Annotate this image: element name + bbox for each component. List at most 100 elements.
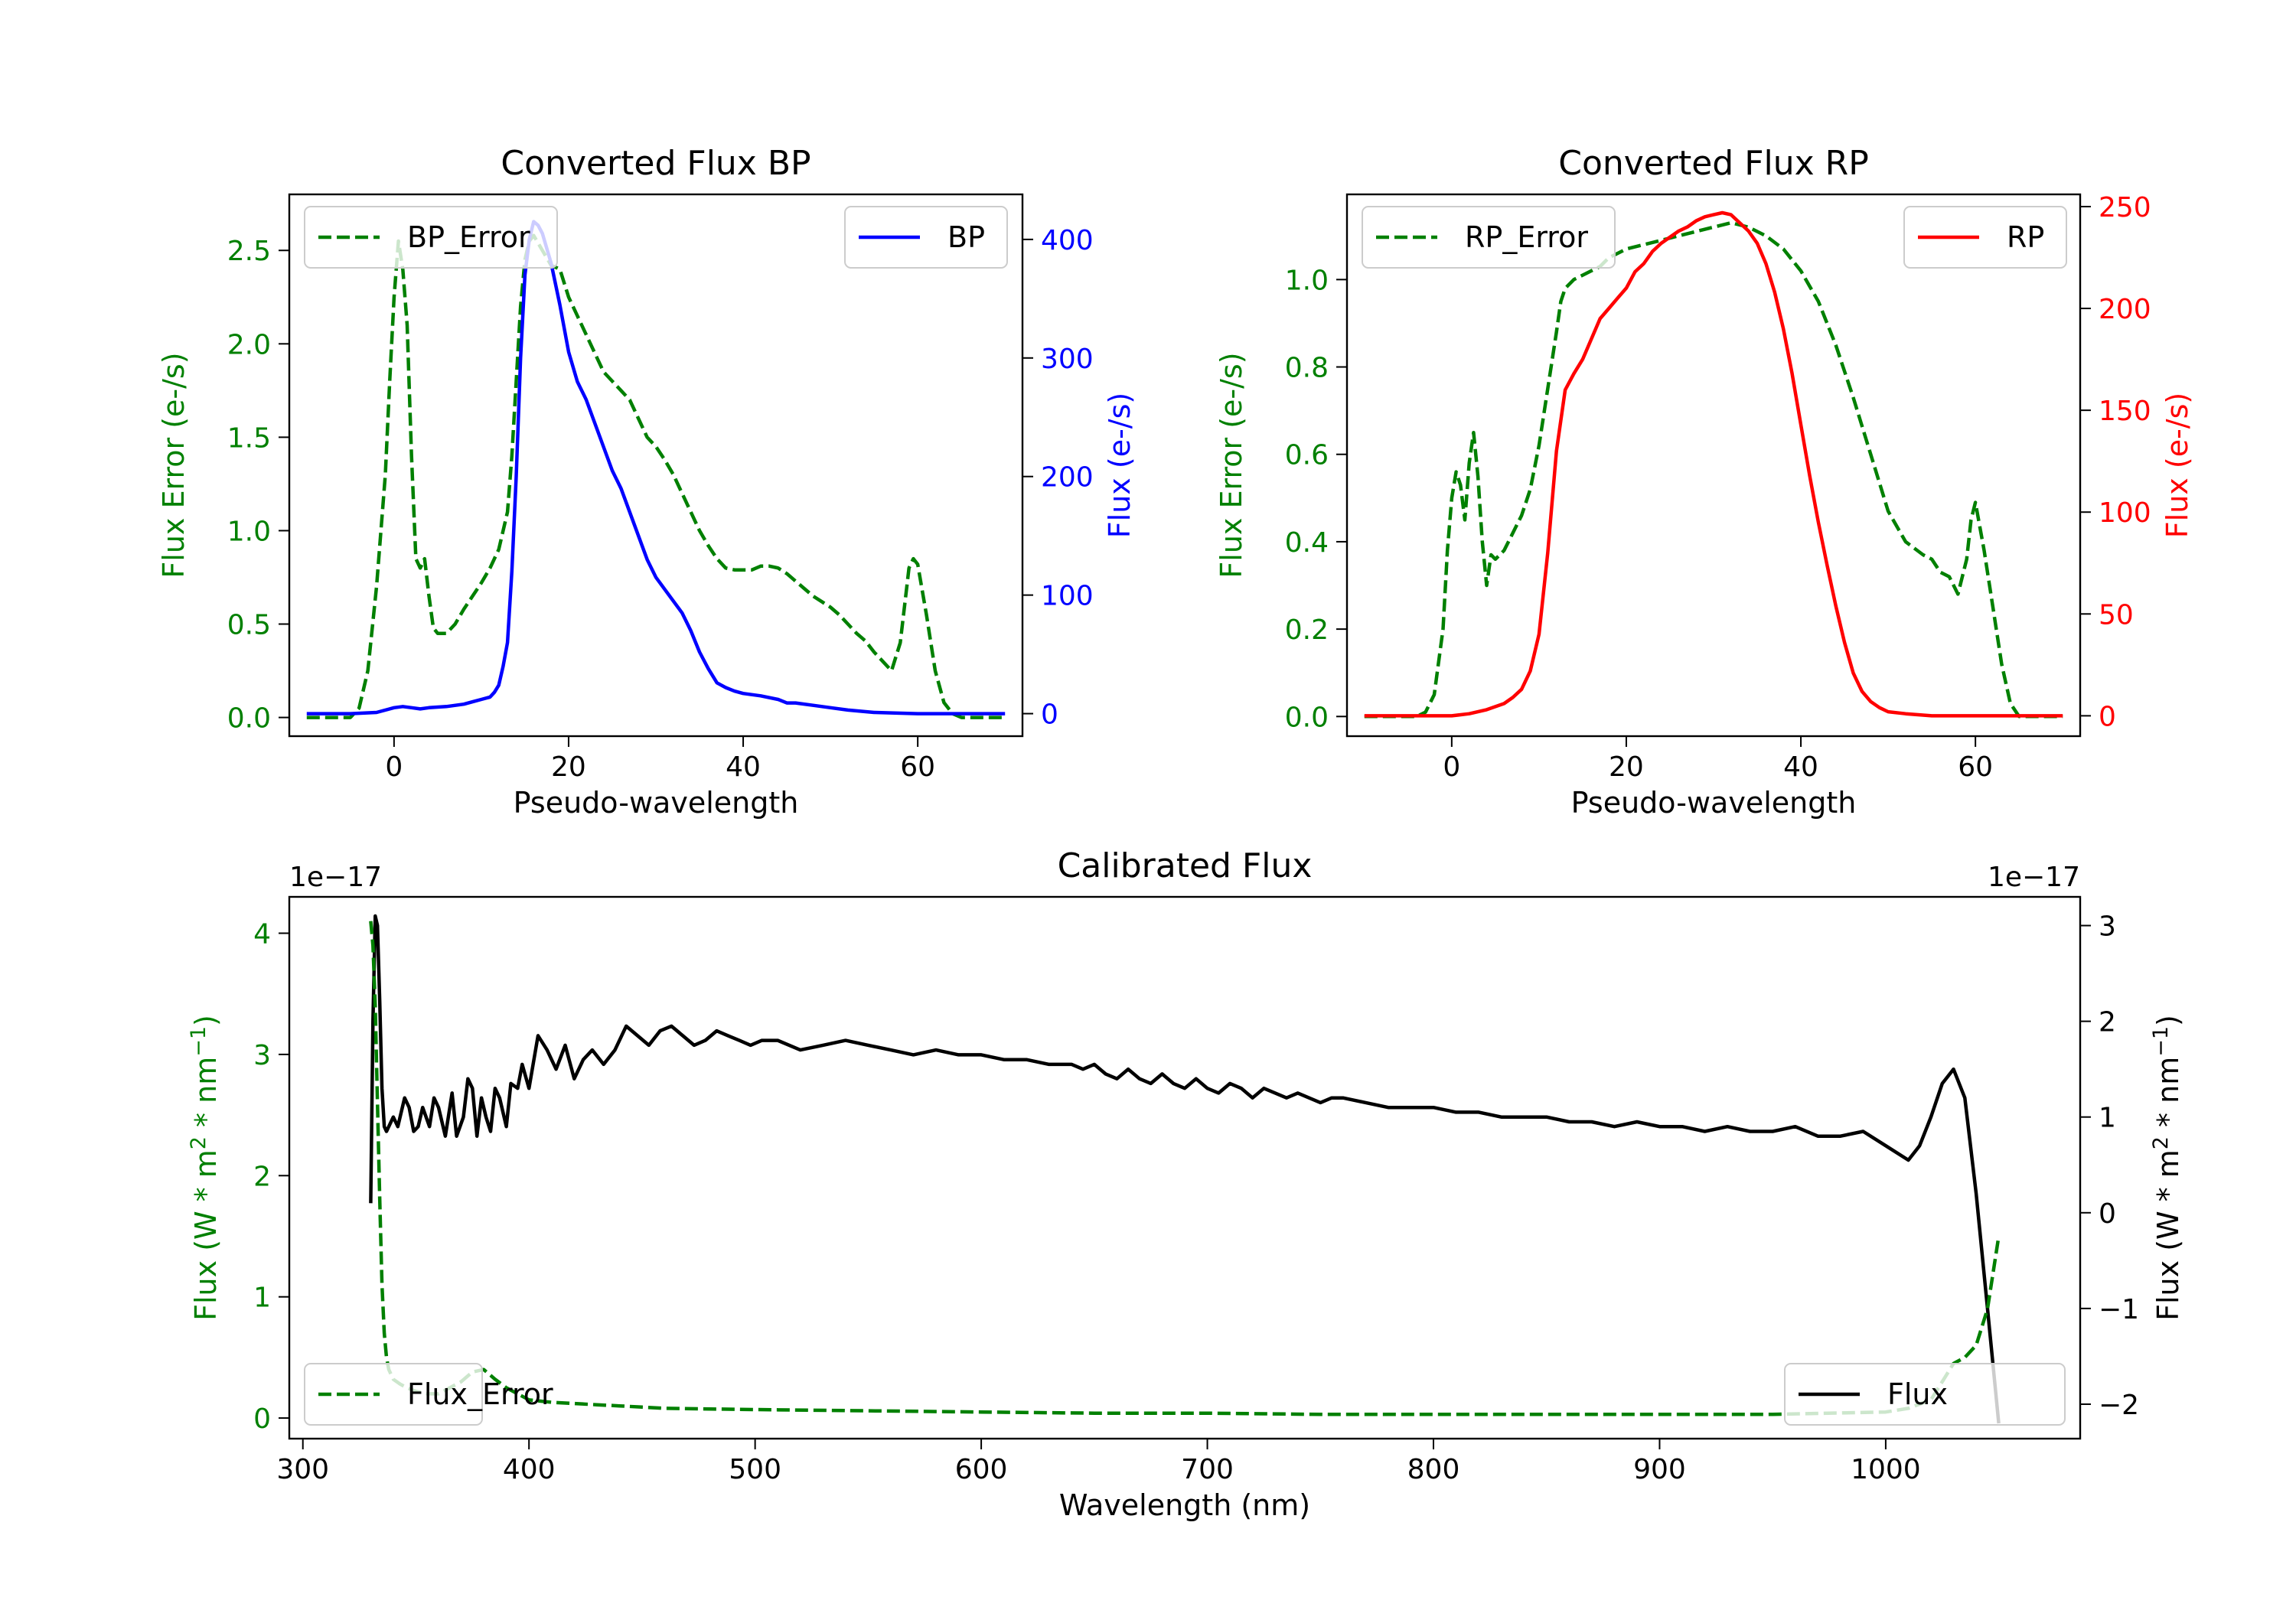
y-right-tick-label: 0 <box>1041 699 1058 731</box>
plot-area <box>1364 210 2063 719</box>
series-line-bp-error <box>306 233 1006 719</box>
y-axis-label-part: * nm <box>2151 1057 2185 1136</box>
y-left-tick-label: 2.5 <box>227 236 271 267</box>
y-axis-label-part: ) <box>2151 1015 2185 1026</box>
y-left-tick-label: 1.0 <box>227 516 271 547</box>
x-tick-label: 500 <box>729 1454 781 1485</box>
y-right-tick-label: 50 <box>2099 599 2134 631</box>
chart-panel-2: Converted Flux RP 0 20 40 60 Pseudo-wavelengt… <box>1215 144 2194 820</box>
legend-left: BP_Error <box>304 206 558 269</box>
y-left-tick-label: 0.5 <box>227 610 271 641</box>
legend-label: RP_Error <box>1465 220 1588 254</box>
legend-right: RP <box>1903 206 2067 269</box>
y-axis-label-part: * nm <box>189 1057 223 1136</box>
y-left-tick-label: 0.0 <box>227 703 271 735</box>
plot-area <box>306 220 1006 719</box>
legend-label: BP_Error <box>407 220 530 254</box>
legend-label: RP <box>2007 220 2044 254</box>
x-tick-label: 20 <box>1609 751 1644 783</box>
y-right-tick-label: 0 <box>2099 1198 2116 1230</box>
legend-label: BP <box>947 220 985 254</box>
y-right-tick-label: 0 <box>2099 701 2116 732</box>
y-left-tick-label: 0 <box>253 1403 271 1435</box>
legend-right: BP <box>844 206 1008 269</box>
y-right-tick-label: −1 <box>2099 1294 2139 1325</box>
x-tick-label: 0 <box>1443 751 1460 783</box>
y-right-tick-label: 100 <box>1041 581 1094 612</box>
legend-frame <box>1362 206 1616 269</box>
y-right-tick-label: 100 <box>2099 497 2151 529</box>
chart-title: Converted Flux BP <box>501 144 810 183</box>
y-left-tick-label: 0.2 <box>1285 614 1329 646</box>
y-right-axis-label: Flux (e-/s) <box>2161 393 2194 538</box>
y-left-multiplier: 1e−17 <box>289 862 382 893</box>
x-tick-label: 60 <box>1958 751 1993 783</box>
y-right-tick-label: 300 <box>1041 344 1094 375</box>
axes-frame <box>1345 193 2082 738</box>
legend-frame <box>304 206 558 269</box>
legend-frame <box>304 1363 483 1426</box>
y-left-axis-label: Flux (W * m2 * nm−1) <box>187 1015 223 1321</box>
axes-frame <box>288 193 1024 738</box>
x-tick-label: 900 <box>1633 1454 1686 1485</box>
x-tick-label: 300 <box>276 1454 329 1485</box>
y-right-tick-label: 200 <box>1041 462 1094 494</box>
y-right-tick-label: 400 <box>1041 225 1094 256</box>
y-axis-label-part: 2 <box>2149 1136 2173 1149</box>
legend-label: Flux_Error <box>407 1377 553 1411</box>
chart-title: Converted Flux RP <box>1558 144 1869 183</box>
legend-frame <box>1903 206 2067 269</box>
y-left-tick-label: 1.5 <box>227 422 271 454</box>
x-tick-label: 800 <box>1407 1454 1460 1485</box>
x-tick-label: 700 <box>1181 1454 1234 1485</box>
y-right-axis-label: Flux (e-/s) <box>1103 393 1137 538</box>
legend-frame <box>1784 1363 2066 1426</box>
series-line-rp <box>1364 210 2063 718</box>
y-axis-label-part: −1 <box>2149 1026 2173 1057</box>
legend-left: RP_Error <box>1362 206 1616 269</box>
y-left-tick-label: 0.4 <box>1285 527 1329 559</box>
series-line-bp <box>306 220 1006 715</box>
y-left-tick-label: 4 <box>253 919 271 950</box>
y-left-tick-label: 1.0 <box>1285 265 1329 296</box>
x-tick-label: 20 <box>551 751 586 783</box>
chart-title: Calibrated Flux <box>1058 846 1313 885</box>
legend-frame <box>844 206 1008 269</box>
y-left-tick-label: 0.8 <box>1285 353 1329 384</box>
x-tick-label: 40 <box>1783 751 1818 783</box>
y-axis-label-part: Flux (W * m <box>189 1149 223 1321</box>
x-tick-label: 40 <box>726 751 761 783</box>
y-axis-label-part: −1 <box>187 1026 210 1057</box>
y-left-tick-label: 0.0 <box>1285 702 1329 733</box>
x-tick-label: 600 <box>955 1454 1008 1485</box>
y-left-axis-label: Flux Error (e-/s) <box>1215 352 1248 578</box>
y-right-tick-label: 250 <box>2099 192 2151 223</box>
x-tick-label: 1000 <box>1851 1454 1921 1485</box>
axes-frame <box>288 895 2082 1440</box>
y-axis-label-part: 2 <box>187 1136 210 1149</box>
y-left-tick-label: 0.6 <box>1285 440 1329 471</box>
y-right-tick-label: 1 <box>2099 1103 2116 1134</box>
x-tick-label: 60 <box>900 751 935 783</box>
x-tick-label: 400 <box>503 1454 556 1485</box>
y-left-tick-label: 2.0 <box>227 329 271 360</box>
series-line-rp-error <box>1364 220 2063 719</box>
y-right-axis-label: Flux (W * m2 * nm−1) <box>2149 1015 2185 1321</box>
series-line-flux <box>369 914 2001 1424</box>
y-left-axis-label: Flux Error (e-/s) <box>157 352 191 578</box>
x-axis-label: Pseudo-wavelength <box>514 786 799 820</box>
legend-label: Flux <box>1887 1377 1948 1411</box>
y-axis-label-part: Flux (W * m <box>2151 1149 2185 1321</box>
y-left-tick-label: 2 <box>253 1161 271 1192</box>
y-axis-label-part: ) <box>189 1015 223 1026</box>
x-axis-label: Wavelength (nm) <box>1059 1488 1310 1522</box>
y-right-tick-label: 3 <box>2099 911 2116 943</box>
legend-right: Flux <box>1784 1363 2066 1426</box>
y-right-tick-label: 200 <box>2099 294 2151 325</box>
y-left-tick-label: 3 <box>253 1040 271 1071</box>
x-axis-label: Pseudo-wavelength <box>1571 786 1857 820</box>
legend-left: Flux_Error <box>304 1363 553 1426</box>
y-right-multiplier: 1e−17 <box>1988 862 2080 893</box>
